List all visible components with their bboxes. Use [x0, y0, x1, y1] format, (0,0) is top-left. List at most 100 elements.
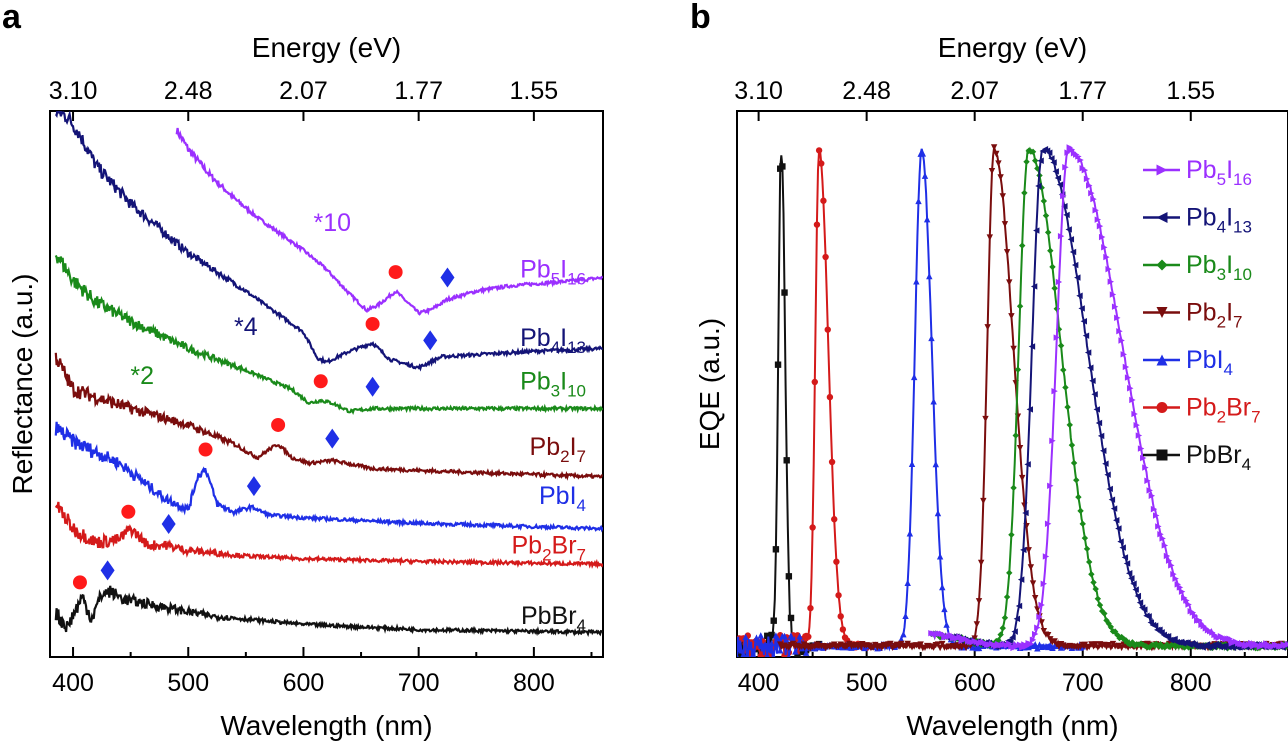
formula-text: Br — [1226, 394, 1251, 422]
legend-entry-pb2i7: Pb2I7 — [1143, 299, 1242, 332]
formula-text: I — [1226, 251, 1233, 279]
legend-label-pbi4: PbI4 — [1186, 346, 1233, 379]
eqe-series-pbbr4 — [737, 155, 827, 657]
formula-text: Pb — [530, 433, 561, 461]
curve-label-pb5i16: Pb5I16 — [520, 256, 586, 289]
formula-text: Pb — [1186, 299, 1217, 327]
panel-a-xtick-label-600: 600 — [283, 669, 325, 697]
diamond-marker-pb5i16 — [440, 267, 455, 288]
formula-text: I — [1226, 156, 1233, 184]
panel-a-top-tick-label-2-07: 2.07 — [279, 77, 328, 105]
exciton-circle-marker-pb3i10 — [313, 374, 328, 389]
exciton-circle-marker-pb5i16 — [388, 265, 403, 280]
multiplier-label--4: *4 — [234, 313, 258, 341]
exciton-circle-marker-pbi4 — [198, 442, 213, 457]
panel-a-top-axis-title: Energy (eV) — [252, 32, 401, 63]
legend-marker-pbbr4 — [1156, 449, 1168, 461]
formula-text: I — [570, 433, 577, 461]
reflectance-curve-pb4i13 — [54, 111, 603, 372]
curve-label-pb2br7: Pb2Br7 — [511, 531, 586, 564]
panel-b-top-axis-title: Energy (eV) — [938, 32, 1087, 63]
panel-a-top-tick-label-1-77: 1.77 — [394, 77, 443, 105]
formula-subscript: 4 — [1217, 218, 1226, 237]
formula-text: Pb — [521, 602, 552, 630]
panel-b-top-tick-label-3-10: 3.10 — [734, 77, 783, 105]
diamond-marker-pbi4 — [246, 476, 261, 497]
legend-label-pb3i10: Pb3I10 — [1186, 251, 1252, 284]
panel-a-xtick-label-800: 800 — [513, 669, 555, 697]
formula-subscript: 16 — [1233, 170, 1252, 189]
legend-entry-pb3i10: Pb3I10 — [1143, 251, 1252, 284]
formula-subscript: 13 — [1233, 218, 1252, 237]
exciton-circle-marker-pb4i13 — [365, 316, 380, 331]
legend-label-pbbr4: PbBr4 — [1186, 441, 1251, 474]
diamond-marker-pb2br7 — [161, 514, 176, 535]
formula-text: Pb — [1186, 441, 1217, 469]
panel-letter-a: a — [2, 0, 22, 36]
eqe-series-pb2br7 — [737, 147, 870, 657]
formula-subscript: 13 — [567, 338, 586, 357]
legend-marker-pb3i10 — [1156, 259, 1168, 271]
legend-entry-pb5i16: Pb5I16 — [1143, 156, 1252, 189]
formula-subscript: 4 — [577, 496, 586, 515]
curve-label-pbi4: PbI4 — [539, 482, 586, 515]
formula-subscript: 2 — [1217, 408, 1226, 427]
panel-a-reflectance: 400 500 600 700 800 3.10 2.48 2.07 1.77 1.55 Wavel… — [7, 32, 604, 741]
formula-text: I — [1226, 299, 1233, 327]
formula-text: I — [570, 482, 577, 510]
panel-b-xtick-label-800: 800 — [1170, 669, 1212, 697]
formula-text: Pb — [1186, 204, 1217, 232]
exciton-circle-marker-pb2i7 — [271, 417, 286, 432]
diamond-marker-pbbr4 — [100, 560, 115, 581]
formula-text: Pb — [1186, 156, 1217, 184]
formula-subscript: 2 — [560, 447, 569, 466]
formula-text: Pb — [539, 482, 570, 510]
panel-b-xtick-label-700: 700 — [1062, 669, 1104, 697]
panel-a-xtick-label-400: 400 — [52, 669, 94, 697]
panel-a-x-axis-title: Wavelength (nm) — [220, 710, 432, 741]
formula-text: I — [560, 256, 567, 284]
panel-b-top-tick-label-1-55: 1.55 — [1166, 77, 1215, 105]
formula-text: Br — [552, 531, 577, 559]
formula-text: Pb — [1186, 394, 1217, 422]
multiplier-label--10: *10 — [313, 209, 351, 237]
panel-b-xtick-label-600: 600 — [954, 669, 996, 697]
eqe-markers-pb2br7 — [737, 147, 870, 657]
eqe-series-pb5i16 — [928, 144, 1288, 652]
formula-subscript: 4 — [1224, 360, 1233, 379]
legend-label-pb5i16: Pb5I16 — [1186, 156, 1252, 189]
formula-subscript: 16 — [567, 270, 586, 289]
formula-text: Br — [552, 602, 577, 630]
reflectance-curve-pb2br7 — [54, 501, 603, 569]
formula-subscript: 4 — [577, 616, 586, 635]
legend-entry-pb4i13: Pb4I13 — [1143, 204, 1252, 237]
formula-subscript: 4 — [551, 338, 560, 357]
panel-b-y-axis-title: EQE (a.u.) — [694, 318, 725, 450]
formula-subscript: 3 — [551, 381, 560, 400]
formula-subscript: 5 — [551, 270, 560, 289]
formula-text: Pb — [511, 531, 542, 559]
formula-text: Pb — [1186, 346, 1217, 374]
eqe-line-pb2br7 — [737, 147, 867, 657]
formula-text: Br — [1217, 441, 1242, 469]
curve-label-pbbr4: PbBr4 — [521, 602, 586, 635]
legend-entry-pbbr4: PbBr4 — [1143, 441, 1251, 474]
panel-b-top-tick-label-2-07: 2.07 — [950, 77, 999, 105]
curve-label-pb2i7: Pb2I7 — [530, 433, 586, 466]
curve-label-pb4i13: Pb4I13 — [520, 324, 586, 357]
panel-b-xtick-label-400: 400 — [738, 669, 780, 697]
legend-entry-pb2br7: Pb2Br7 — [1143, 394, 1261, 427]
formula-subscript: 7 — [577, 447, 586, 466]
reflectance-curve-pb5i16 — [175, 127, 603, 316]
formula-subscript: 4 — [1242, 455, 1251, 474]
legend-label-pb2br7: Pb2Br7 — [1186, 394, 1261, 427]
diamond-marker-pb3i10 — [365, 376, 380, 397]
panel-a-top-tick-label-3-10: 3.10 — [49, 77, 98, 105]
reflectance-curve-pb3i10 — [54, 254, 603, 415]
formula-text: I — [1217, 346, 1224, 374]
legend-marker-pb2br7 — [1156, 402, 1168, 413]
panel-letter-b: b — [690, 0, 711, 36]
panel-a-frame — [49, 110, 604, 658]
reflectance-curve-pbbr4 — [54, 585, 603, 638]
diamond-marker-pb4i13 — [423, 330, 438, 351]
